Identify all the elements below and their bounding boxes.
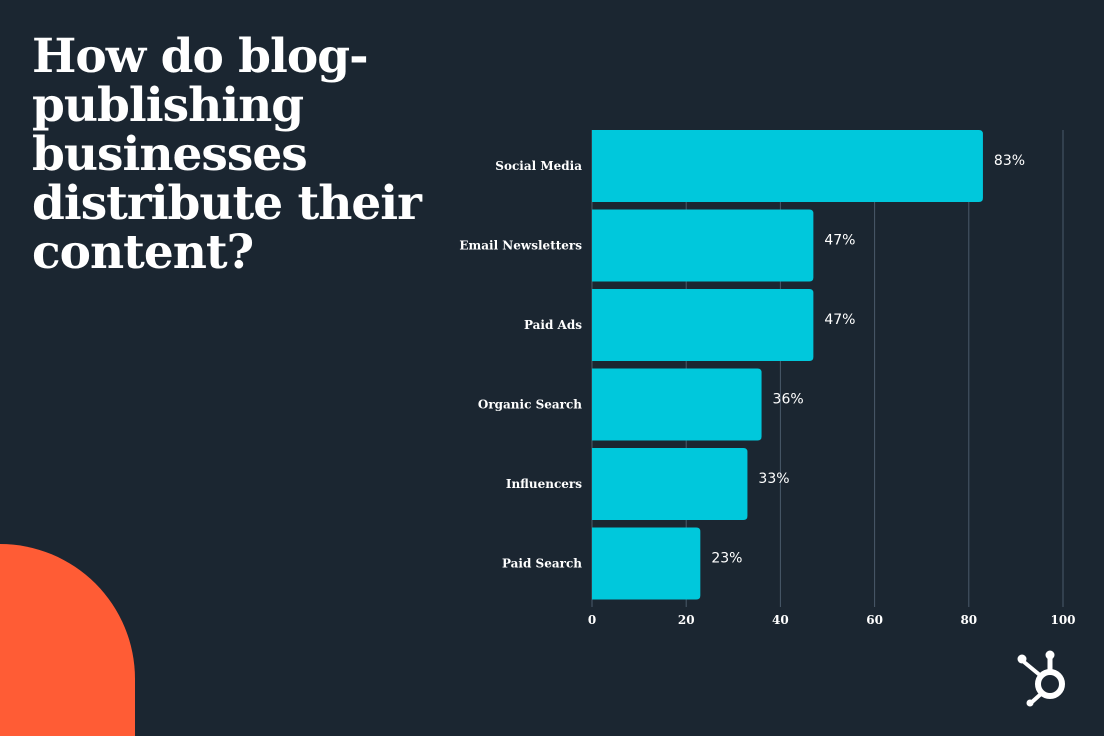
data-label: 33% xyxy=(758,471,789,487)
tick-label: 80 xyxy=(960,613,977,627)
category-label: Paid Ads xyxy=(524,318,582,332)
tick-label: 20 xyxy=(678,613,695,627)
data-label: 36% xyxy=(773,392,804,408)
data-label: 47% xyxy=(824,312,855,328)
bar xyxy=(592,289,814,361)
bar xyxy=(592,448,748,520)
bar xyxy=(592,130,983,202)
data-label: 23% xyxy=(711,551,742,567)
category-label: Social Media xyxy=(495,159,582,173)
tick-label: 60 xyxy=(866,613,883,627)
hubspot-sprocket-icon xyxy=(1017,650,1065,707)
data-label: 83% xyxy=(994,153,1025,169)
tick-label: 0 xyxy=(588,613,596,627)
bar xyxy=(592,368,762,441)
data-label: 47% xyxy=(824,233,855,249)
bar xyxy=(592,209,814,282)
tick-label: 100 xyxy=(1050,613,1075,627)
page-title: How do blog-publishing businesses distri… xyxy=(32,29,422,280)
category-label: Influencers xyxy=(506,477,582,491)
category-label: Email Newsletters xyxy=(459,239,582,253)
category-label: Paid Search xyxy=(502,557,582,571)
bar xyxy=(592,527,701,600)
category-label: Organic Search xyxy=(478,398,582,412)
tick-label: 40 xyxy=(772,613,789,627)
